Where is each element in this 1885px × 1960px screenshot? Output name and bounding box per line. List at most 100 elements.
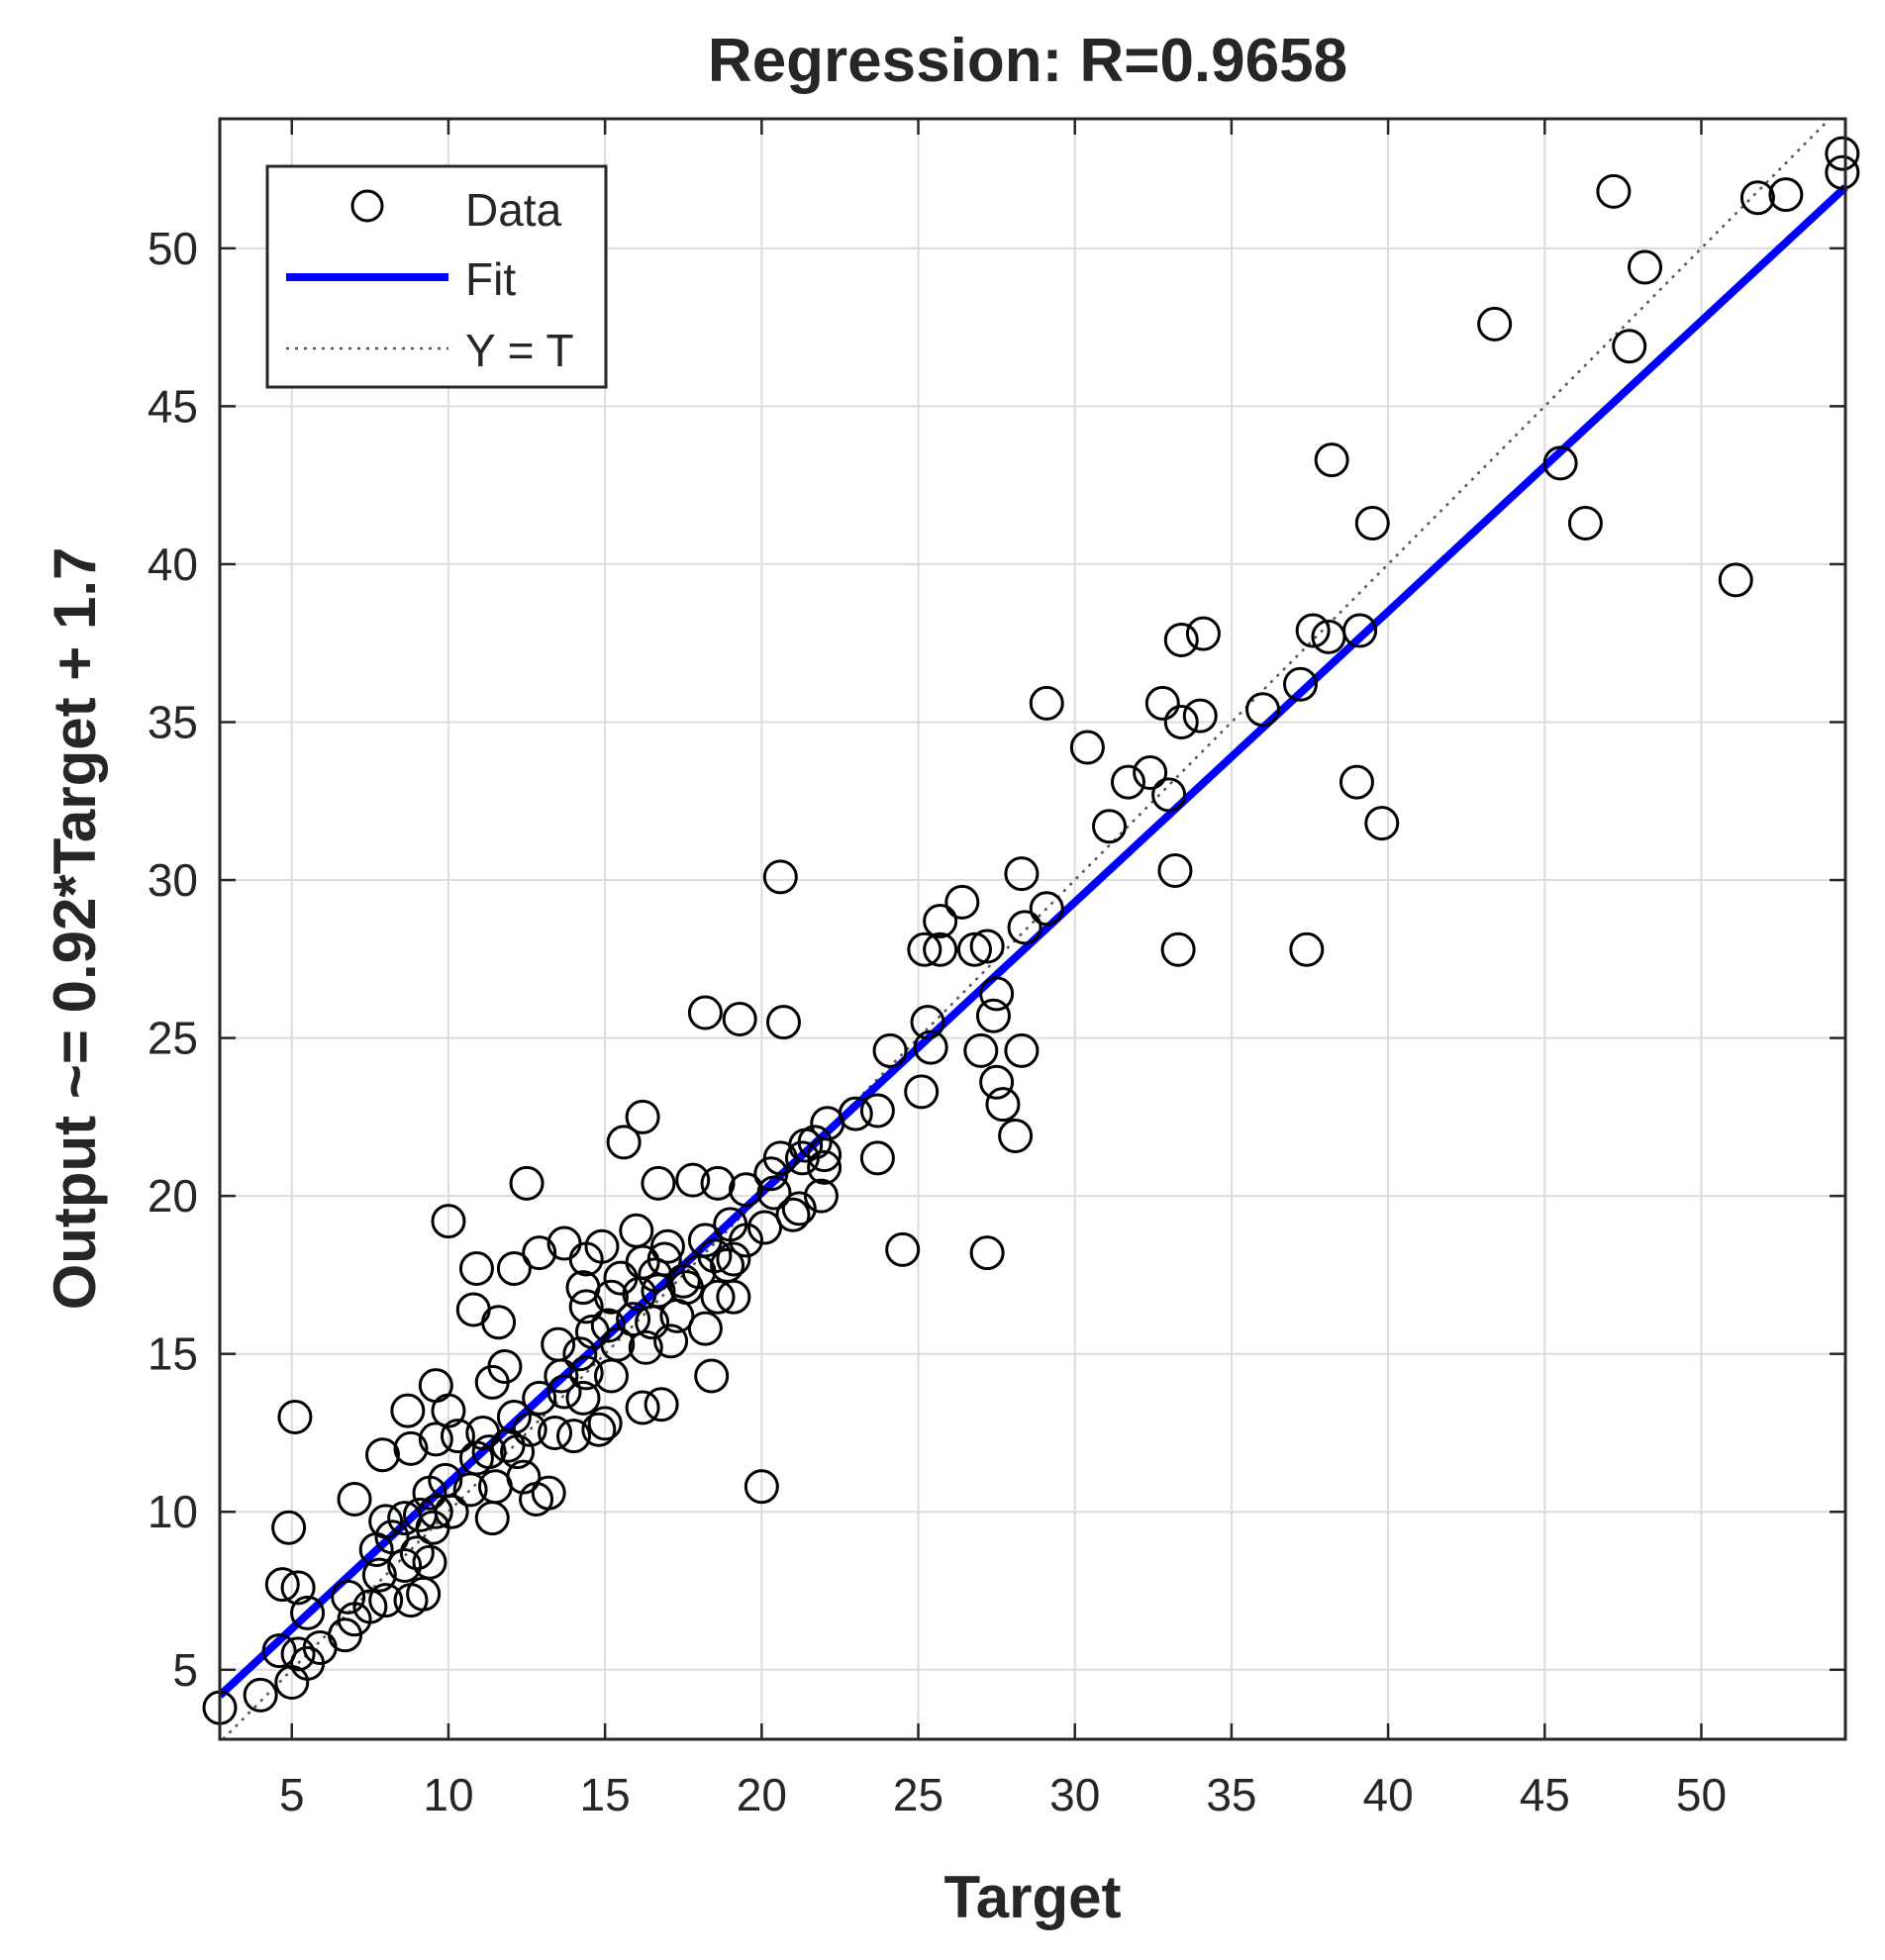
data-point (290, 1595, 326, 1630)
y-tick-label: 15 (148, 1328, 198, 1380)
x-tick-label: 25 (893, 1769, 943, 1820)
data-point (1029, 891, 1064, 927)
data-point (1825, 154, 1860, 190)
data-point (368, 1504, 404, 1539)
data-point (859, 1093, 895, 1128)
data-point (1295, 613, 1331, 648)
x-tick-label: 45 (1520, 1769, 1570, 1820)
data-point (956, 931, 992, 967)
y-tick-label: 25 (148, 1013, 198, 1064)
plot-border (218, 117, 1847, 1741)
data-point (644, 1387, 679, 1422)
data-point (872, 1032, 908, 1068)
data-point (923, 931, 958, 967)
data-point (969, 1235, 1005, 1271)
data-point (975, 998, 1011, 1033)
data-point (1004, 856, 1040, 892)
legend-fit-label: Fit (465, 253, 516, 305)
data-point (428, 1462, 463, 1498)
data-point (923, 904, 958, 939)
data-point (606, 1125, 642, 1160)
data-point (969, 929, 1005, 964)
data-point (1364, 806, 1400, 841)
data-point (625, 1390, 660, 1425)
data-point (1151, 777, 1187, 813)
data-point (361, 1557, 397, 1593)
legend-data-label: Data (465, 184, 562, 236)
data-point (1314, 442, 1349, 478)
data-point (277, 1400, 313, 1435)
data-point (1567, 505, 1603, 540)
data-point (574, 1314, 610, 1349)
data-point (641, 1165, 676, 1201)
data-point (649, 1228, 685, 1264)
data-point (807, 1149, 843, 1185)
data-point (522, 1235, 557, 1271)
data-point (628, 1329, 663, 1365)
data-point (418, 1421, 453, 1457)
chart-title: Regression: R=0.9658 (708, 27, 1347, 95)
data-point (471, 1434, 507, 1470)
x-tick-label: 30 (1049, 1769, 1100, 1820)
data-point (616, 1302, 651, 1337)
data-point (584, 1228, 620, 1264)
data-point (280, 1636, 316, 1672)
data-point (694, 1358, 730, 1394)
data-point (365, 1437, 401, 1473)
data-point (1007, 910, 1042, 945)
data-point (1825, 136, 1860, 171)
data-point (565, 1380, 601, 1416)
x-axis-label: Target (944, 1864, 1122, 1930)
plot-area (220, 119, 1845, 1739)
data-point (1339, 764, 1374, 800)
data-point (337, 1481, 372, 1517)
data-point (756, 1175, 792, 1211)
data-point (619, 1213, 654, 1248)
x-axis-ticks: 5 10 15 20 25 30 35 40 45 50 (279, 119, 1727, 1820)
x-tick-label: 10 (423, 1769, 473, 1820)
data-point (713, 1207, 748, 1242)
data-point (998, 1119, 1034, 1154)
data-point (838, 1096, 873, 1131)
data-point (387, 1547, 423, 1583)
data-point (762, 859, 798, 895)
data-point (487, 1348, 523, 1384)
data-point (907, 931, 942, 967)
data-point (1596, 173, 1632, 209)
data-point (458, 1251, 494, 1287)
data-point (625, 1099, 660, 1134)
data-point (1628, 249, 1663, 285)
data-point (1477, 306, 1513, 342)
data-point (568, 1289, 604, 1324)
data-point (1160, 931, 1196, 967)
data-point (506, 1459, 542, 1495)
data-point (412, 1544, 447, 1580)
y-tick-label: 35 (148, 696, 198, 747)
x-tick-label: 50 (1676, 1769, 1727, 1820)
y-tick-label: 20 (148, 1170, 198, 1222)
data-point (496, 1251, 532, 1287)
x-tick-label: 5 (279, 1769, 305, 1820)
y-tick-label: 10 (148, 1486, 198, 1537)
data-point (243, 1677, 278, 1713)
data-point (1092, 809, 1128, 844)
data-point (1110, 764, 1145, 800)
data-point (331, 1579, 366, 1615)
data-point (546, 1374, 582, 1410)
data-point (1157, 852, 1193, 888)
data-point (568, 1355, 604, 1391)
data-point (541, 1326, 576, 1362)
data-point (744, 1469, 779, 1505)
data-point (509, 1165, 545, 1201)
data-point (556, 1419, 592, 1454)
data-point (1185, 616, 1221, 651)
data-point (944, 884, 980, 920)
data-point (590, 1308, 626, 1343)
identity-line (222, 118, 1832, 1740)
data-point (710, 1247, 745, 1283)
data-point (1354, 505, 1390, 540)
data-point (910, 1005, 945, 1040)
y-tick-label: 5 (172, 1644, 198, 1696)
data-point (979, 1064, 1015, 1100)
